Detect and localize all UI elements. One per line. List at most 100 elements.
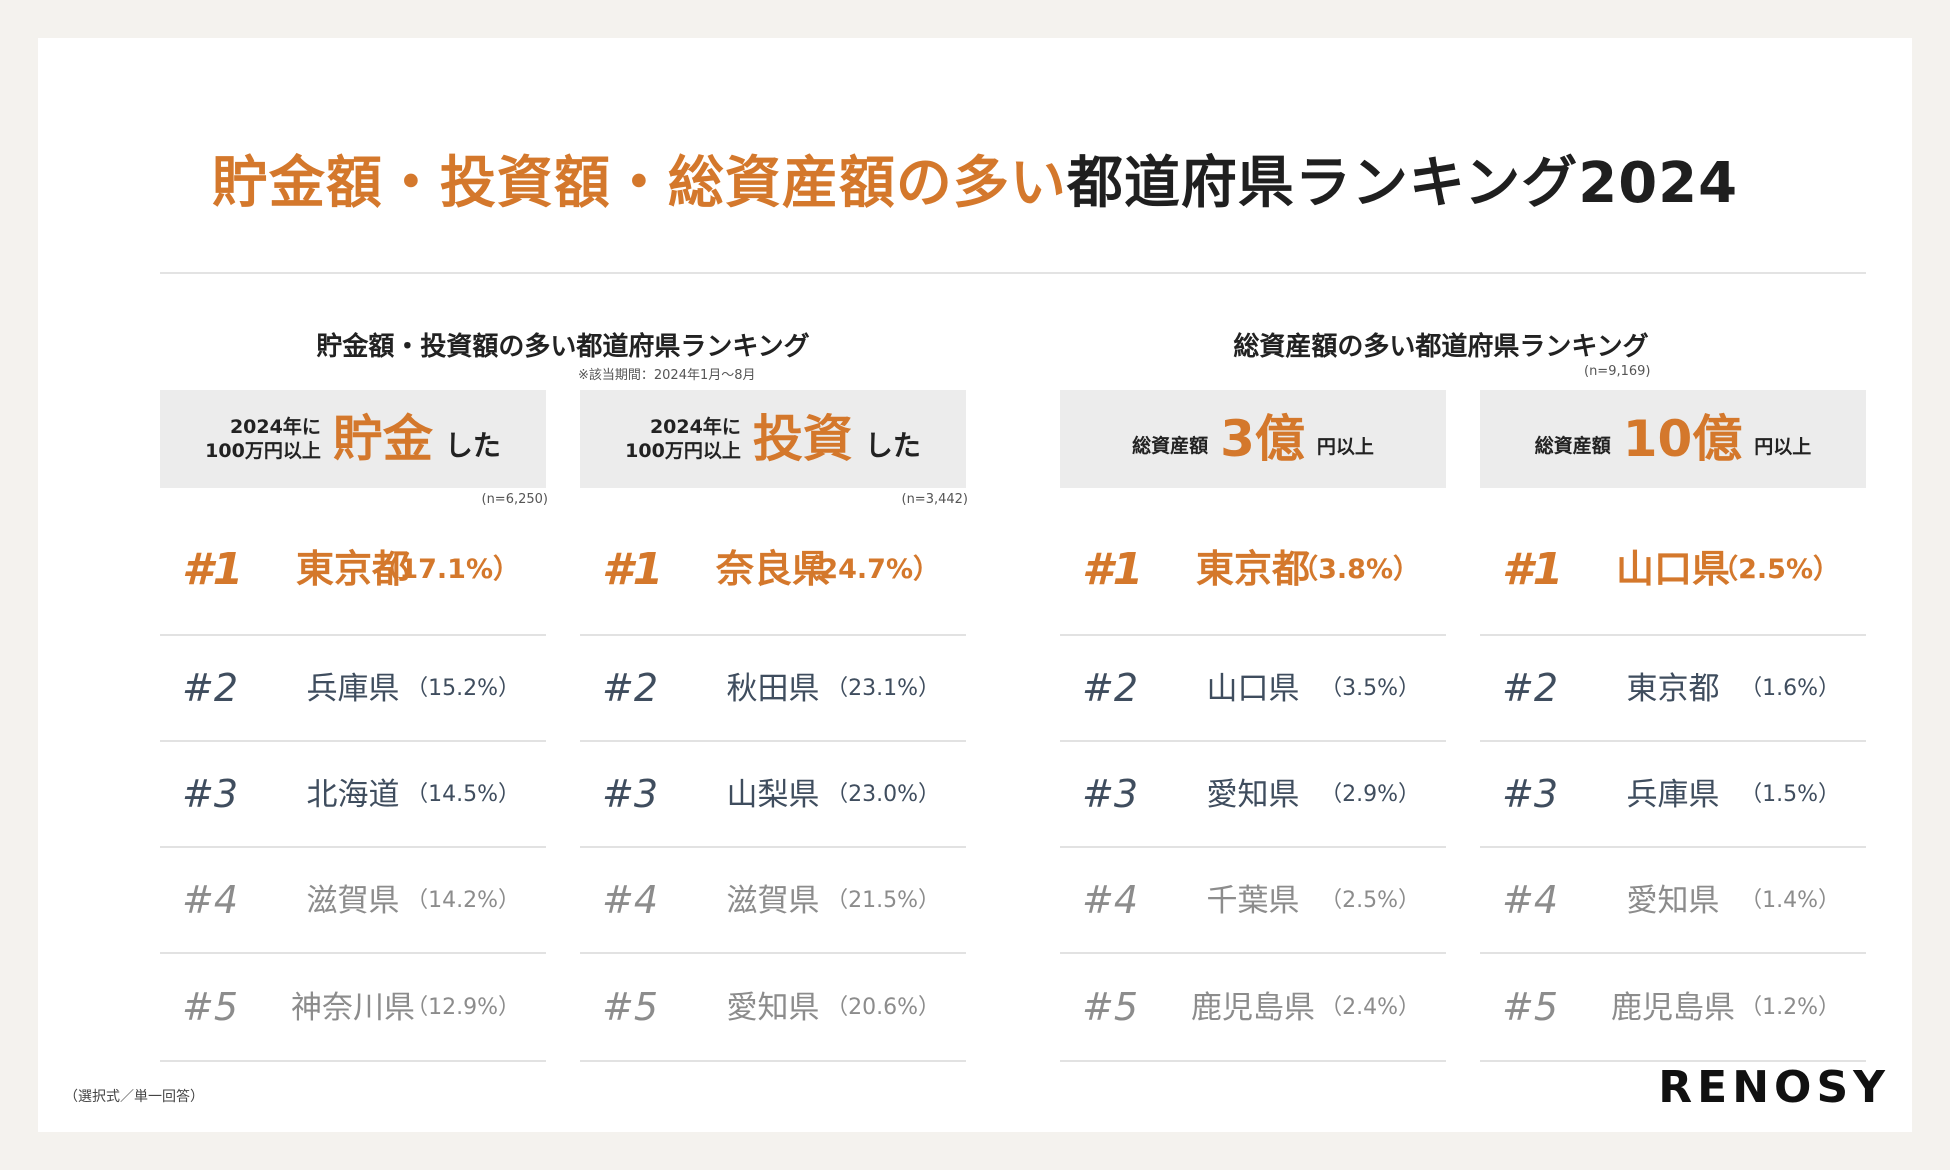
header-suffix: 円以上 [1754,435,1812,458]
period-note: ※該当期間：2024年1月〜8月 [578,368,756,383]
ranking-row: #5 愛知県 （20.6%） [580,954,966,1062]
rank-number: #4 [1502,878,1559,923]
prefecture-name: 千葉県 [1206,882,1300,919]
ranking-row: #5 鹿児島県 （1.2%） [1480,954,1866,1062]
percent-value: （1.5%） [1740,782,1840,808]
renosy-logo: RENOSY [1658,1062,1890,1113]
percent-value: （3.5%） [1320,676,1420,702]
ranking-column-assets-300m: 総資産額 3億 円以上 #1 東京都 （3.8%） #2 山口県 （3.5%） #3 愛知県 （2.9… [1060,390,1446,1062]
rank-number: #3 [182,772,239,817]
rank-number: #2 [1502,666,1559,711]
rank-number: #4 [182,878,239,923]
prefecture-name: 鹿児島県 [1191,989,1315,1026]
percent-value: （2.9%） [1320,782,1420,808]
header-prefix-line: 2024年に [649,416,741,438]
header-highlight: 3億 [1220,410,1305,468]
rank-number: #1 [1082,543,1144,595]
header-prefix: 2024年に 100万円以上 [205,415,321,463]
percent-value: （1.6%） [1740,676,1840,702]
rank-number: #5 [602,985,659,1030]
header-suffix: した [444,429,501,462]
percent-value: （23.0%） [826,782,940,808]
rank-number: #4 [1082,878,1139,923]
ranking-row: #2 東京都 （1.6%） [1480,636,1866,742]
ranking-header-content: 2024年に 100万円以上 投資 した [625,411,921,467]
sample-size-label: (n=3,442) [901,492,969,507]
title-highlight: 貯金額・投資額・総資産額の多い [211,151,1067,216]
header-prefix-line: 総資産額 [1534,435,1611,457]
prefecture-name: 秋田県 [726,670,820,707]
title-divider [160,272,1866,274]
header-prefix-line: 総資産額 [1132,435,1209,457]
ranking-header: 2024年に 100万円以上 貯金 した [160,390,546,488]
header-suffix: した [864,429,921,462]
percent-value: （2.5%） [1320,888,1420,914]
percent-value: （12.9%） [406,995,520,1021]
ranking-row: #4 滋賀県 （21.5%） [580,848,966,954]
page-title: 貯金額・投資額・総資産額の多い都道府県ランキング2024 [38,138,1912,219]
ranking-column-investment: 2024年に 100万円以上 投資 した (n=3,442) #1 奈良県 （24.7%） #2… [580,390,968,1062]
prefecture-name: 山口県 [1206,670,1300,707]
rank-number: #1 [602,543,664,595]
header-prefix: 2024年に 100万円以上 [625,415,741,463]
rank-number: #2 [1082,666,1139,711]
percent-value: （14.5%） [406,782,520,808]
header-prefix-line: 2024年に [229,416,321,438]
ranking-header: 2024年に 100万円以上 投資 した [580,390,966,488]
ranking-row: #5 鹿児島県 （2.4%） [1060,954,1446,1062]
ranking-column-savings: 2024年に 100万円以上 貯金 した (n=6,250) #1 東京都 （17.1%） #2… [160,390,548,1062]
ranking-row: #2 秋田県 （23.1%） [580,636,966,742]
percent-value: （1.2%） [1740,995,1840,1021]
percent-value: （3.8%） [1291,554,1420,586]
percent-value: （17.1%） [372,554,520,586]
header-suffix: 円以上 [1316,435,1374,458]
percent-value: （14.2%） [406,888,520,914]
prefecture-name: 兵庫県 [1626,776,1720,813]
rank-number: #2 [182,666,239,711]
prefecture-name: 滋賀県 [306,882,400,919]
prefecture-name: 北海道 [306,776,400,813]
prefecture-name: 鹿児島県 [1611,989,1735,1026]
percent-value: （23.1%） [826,676,940,702]
ranking-row: #1 東京都 （17.1%） [160,500,546,636]
ranking-row: #1 山口県 （2.5%） [1480,500,1866,636]
ranking-row: #3 北海道 （14.5%） [160,742,546,848]
header-prefix-line: 100万円以上 [625,440,741,462]
header-highlight: 貯金 [332,410,433,468]
percent-value: （21.5%） [826,888,940,914]
prefecture-name: 滋賀県 [726,882,820,919]
header-highlight: 投資 [752,410,853,468]
header-prefix: 総資産額 [1132,434,1208,458]
prefecture-name: 愛知県 [1206,776,1300,813]
header-prefix: 総資産額 [1535,434,1611,458]
ranking-row: #1 奈良県 （24.7%） [580,500,966,636]
header-prefix-line: 100万円以上 [205,440,321,462]
prefecture-name: 愛知県 [726,989,820,1026]
percent-value: （2.4%） [1320,995,1420,1021]
sample-size-label: (n=6,250) [481,492,549,507]
prefecture-name: 奈良県 [715,547,830,592]
ranking-row: #5 神奈川県 （12.9%） [160,954,546,1062]
rank-number: #5 [1082,985,1139,1030]
rank-number: #3 [1082,772,1139,817]
ranking-row: #4 愛知県 （1.4%） [1480,848,1866,954]
ranking-row: #2 山口県 （3.5%） [1060,636,1446,742]
ranking-header: 総資産額 3億 円以上 [1060,390,1446,488]
rank-number: #1 [1502,543,1564,595]
n-label-total-assets: (n=9,169) [1584,364,1651,379]
ranking-header-content: 2024年に 100万円以上 貯金 した [205,411,501,467]
prefecture-name: 東京都 [295,547,410,592]
section-title-total-assets: 総資産額の多い都道府県ランキング [1233,332,1649,362]
ranking-row: #4 滋賀県 （14.2%） [160,848,546,954]
ranking-column-assets-1b: 総資産額 10億 円以上 #1 山口県 （2.5%） #2 東京都 （1.6%） #3 兵庫県 （1.… [1480,390,1866,1062]
percent-value: （20.6%） [826,995,940,1021]
ranking-header: 総資産額 10億 円以上 [1480,390,1866,488]
ranking-row: #3 愛知県 （2.9%） [1060,742,1446,848]
rank-number: #5 [1502,985,1559,1030]
prefecture-name: 東京都 [1626,670,1720,707]
header-highlight: 10億 [1622,410,1743,468]
infographic-card: 貯金額・投資額・総資産額の多い都道府県ランキング2024 貯金額・投資額の多い都… [38,38,1912,1132]
footer-note: （選択式／単一回答） [64,1089,204,1105]
rank-number: #2 [602,666,659,711]
rank-number: #5 [182,985,239,1030]
